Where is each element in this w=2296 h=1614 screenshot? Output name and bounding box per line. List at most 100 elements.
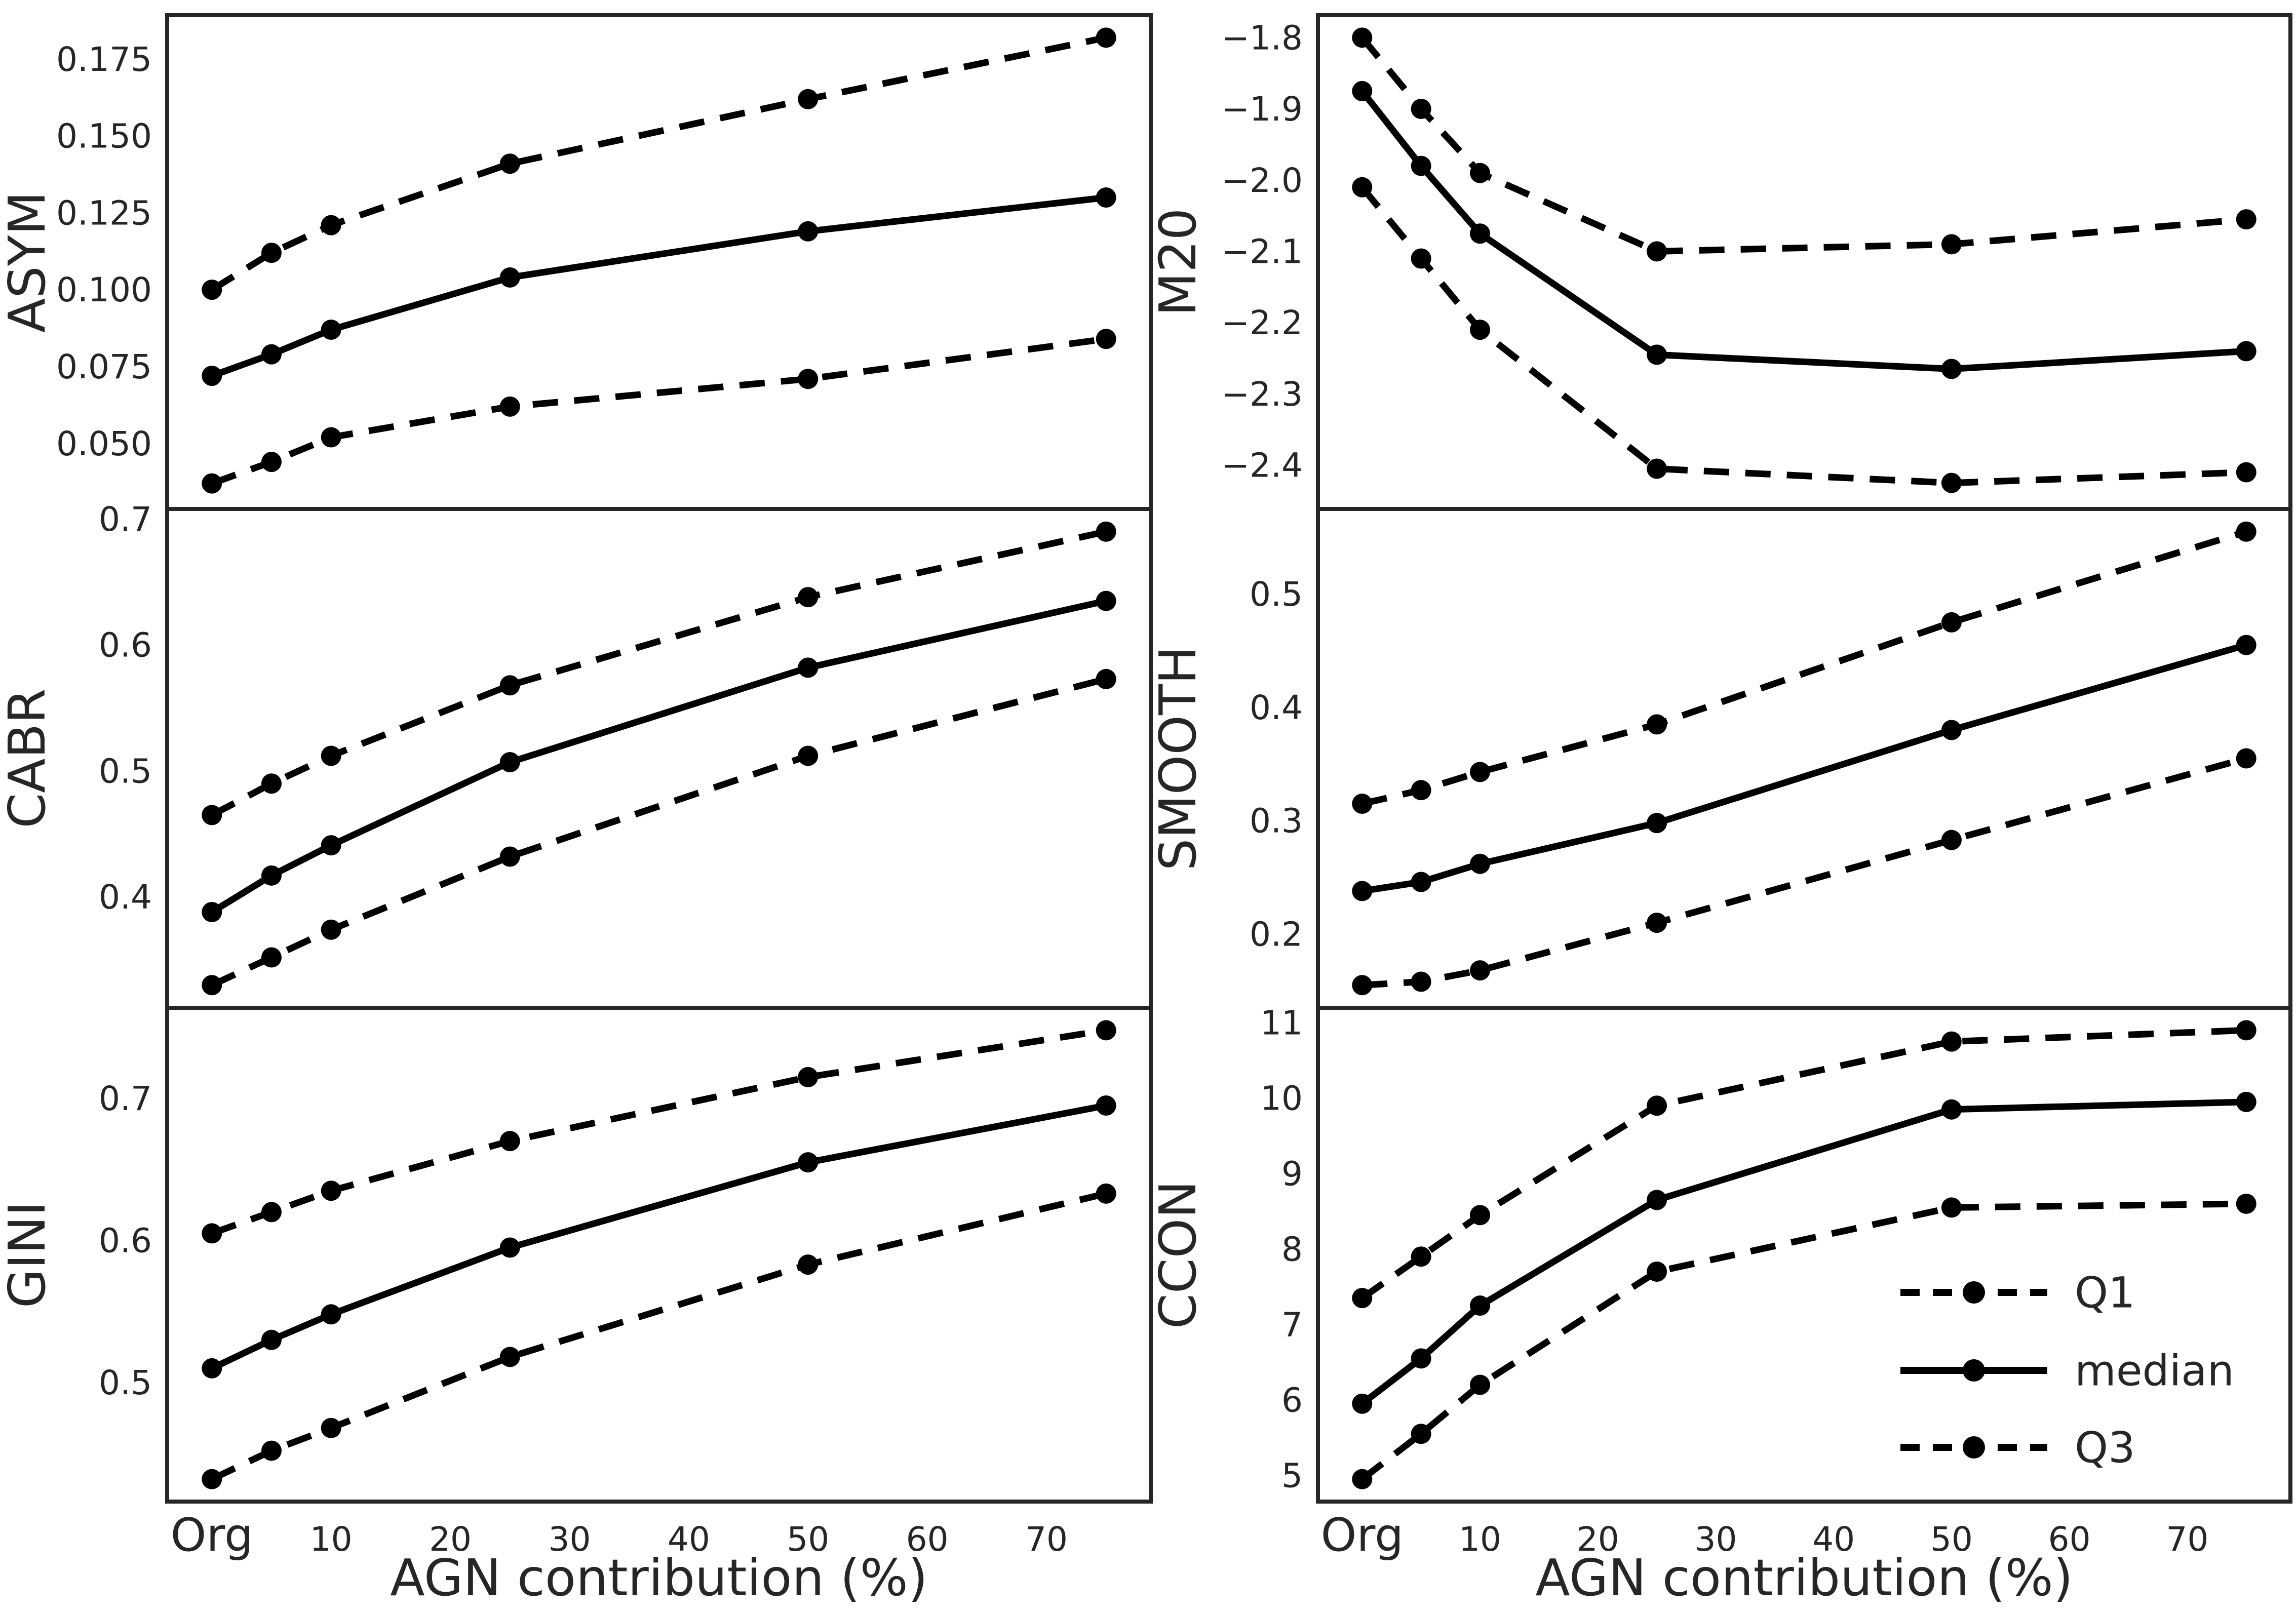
y-axis-label-cabr: CABR (0, 688, 57, 828)
m20-q1-marker (1470, 320, 1490, 340)
ytick-label-smooth: 0.4 (1250, 688, 1303, 727)
asym-q3-marker (261, 243, 282, 263)
gini-median-marker (798, 1152, 819, 1173)
smooth-q3-marker (1411, 780, 1431, 801)
panel-smooth-spines (1316, 507, 2292, 1010)
ytick-label-cabr: 0.6 (99, 626, 152, 665)
cabr-q1-marker (261, 947, 282, 968)
ccon-median-marker (1352, 1393, 1373, 1414)
cabr-median-marker (202, 901, 222, 922)
legend-q3-marker (1963, 1436, 1985, 1459)
smooth-q3-marker (1470, 762, 1490, 782)
ytick-label-asym: 0.125 (56, 193, 152, 232)
gini-q1-line (210, 1190, 1107, 1482)
gini-q3-line (211, 1027, 1107, 1237)
smooth-q1-marker (1647, 913, 1667, 933)
gini-q3-marker (499, 1131, 520, 1152)
smooth-q3-marker (1352, 794, 1373, 814)
m20-median-marker (2236, 341, 2256, 362)
ytick-label-m20: −1.8 (1222, 18, 1303, 57)
gini-median-marker (321, 1304, 341, 1325)
ccon-q1-marker (1470, 1374, 1490, 1395)
ytick-label-cabr: 0.5 (99, 752, 152, 791)
cabr-q3-marker (202, 805, 222, 825)
cabr-q3-marker (261, 773, 282, 794)
asym-q3-line (210, 34, 1107, 293)
ccon-median-marker (1941, 1099, 1962, 1120)
asym-median-marker (321, 320, 341, 340)
cabr-q1-marker (499, 846, 520, 867)
cabr-q3-marker (499, 675, 520, 696)
cabr-q3-marker (1096, 521, 1116, 542)
asym-q3-marker (1096, 27, 1116, 48)
xtick-label-30-col1: 30 (1694, 1520, 1737, 1559)
ytick-label-gini: 0.5 (99, 1363, 152, 1402)
cabr-median-line (210, 598, 1107, 915)
xtick-label-40-col0: 40 (668, 1520, 710, 1559)
legend-median-label: median (2075, 1346, 2234, 1395)
xtick-label-70-col1: 70 (2166, 1520, 2208, 1559)
asym-q3-marker (321, 215, 341, 235)
legend-median-marker (1963, 1359, 1985, 1382)
xtick-label-70-col0: 70 (1025, 1520, 1068, 1559)
m20-q1-marker (1411, 248, 1431, 269)
smooth-q1-marker (1470, 960, 1490, 981)
ytick-label-ccon: 11 (1260, 1004, 1303, 1043)
smooth-median-marker (1470, 853, 1490, 874)
asym-q1-line (211, 335, 1107, 487)
ytick-label-asym: 0.150 (56, 117, 152, 156)
smooth-q1-marker (2236, 748, 2256, 769)
legend-q1-label: Q1 (2075, 1268, 2135, 1317)
cabr-median-marker (261, 865, 282, 886)
ytick-label-smooth: 0.3 (1250, 802, 1303, 841)
ytick-label-asym: 0.100 (56, 270, 152, 309)
m20-q1-marker (1352, 177, 1373, 198)
m20-q3-marker (1411, 99, 1431, 120)
smooth-median-marker (1647, 813, 1667, 834)
ytick-label-gini: 0.7 (99, 1079, 152, 1118)
asym-median-marker (202, 366, 222, 386)
y-axis-label-ccon: CCON (1148, 1180, 1208, 1329)
ccon-q1-marker (1647, 1262, 1667, 1282)
m20-q3-marker (2236, 209, 2256, 230)
xtick-label-40-col1: 40 (1812, 1520, 1855, 1559)
xtick-label-60-col1: 60 (2048, 1520, 2091, 1559)
xtick-label-20-col0: 20 (429, 1520, 472, 1559)
gini-median-marker (261, 1329, 282, 1350)
smooth-q3-marker (1647, 714, 1667, 735)
smooth-q1-marker (1941, 830, 1962, 850)
smooth-q1-line (1361, 755, 2247, 989)
ytick-label-cabr: 0.7 (99, 500, 152, 539)
legend-q3-label: Q3 (2075, 1423, 2135, 1472)
gini-q3-marker (202, 1223, 222, 1244)
panel-m20: −2.4 −2.3 −2.2 −2.1 −2.0 −1.9 −1.8 M20 (1148, 13, 2292, 511)
legend-q1-marker (1963, 1281, 1985, 1304)
cabr-q3-marker (321, 745, 341, 766)
xtick-label-20-col1: 20 (1577, 1520, 1619, 1559)
ytick-label-smooth: 0.5 (1250, 575, 1303, 614)
ccon-q1-marker (2236, 1193, 2256, 1214)
gini-q1-marker (202, 1469, 222, 1489)
cabr-q3-line (210, 528, 1107, 818)
cabr-median-marker (798, 657, 819, 678)
gini-q1-marker (321, 1418, 341, 1438)
xtick-label-50-col1: 50 (1930, 1520, 1973, 1559)
ccon-q3-marker (1647, 1095, 1667, 1116)
ytick-label-m20: −1.9 (1222, 90, 1303, 129)
smooth-median-marker (2236, 635, 2256, 655)
ytick-label-m20: −2.4 (1222, 446, 1303, 485)
panel-ccon: 5 6 7 8 9 10 11 CCON Org 10 20 30 40 50 60 70 AGN contri… (1148, 1004, 2292, 1607)
xtick-label-10-col0: 10 (310, 1520, 353, 1559)
asym-median-marker (1096, 187, 1116, 208)
gini-q3-marker (321, 1180, 341, 1201)
cabr-q1-marker (798, 745, 819, 766)
asym-q1-marker (202, 473, 222, 494)
gini-median-marker (1096, 1095, 1116, 1116)
ccon-q1-marker (1941, 1197, 1962, 1218)
ccon-q3-marker (1470, 1205, 1490, 1226)
panel-asym: 0.050 0.075 0.100 0.125 0.150 0.175 ASYM (0, 13, 1153, 511)
ccon-q3-marker (2236, 1020, 2256, 1041)
panel-m20-spines (1316, 13, 2292, 511)
gini-q1-marker (261, 1440, 282, 1461)
cabr-median-marker (321, 835, 341, 856)
